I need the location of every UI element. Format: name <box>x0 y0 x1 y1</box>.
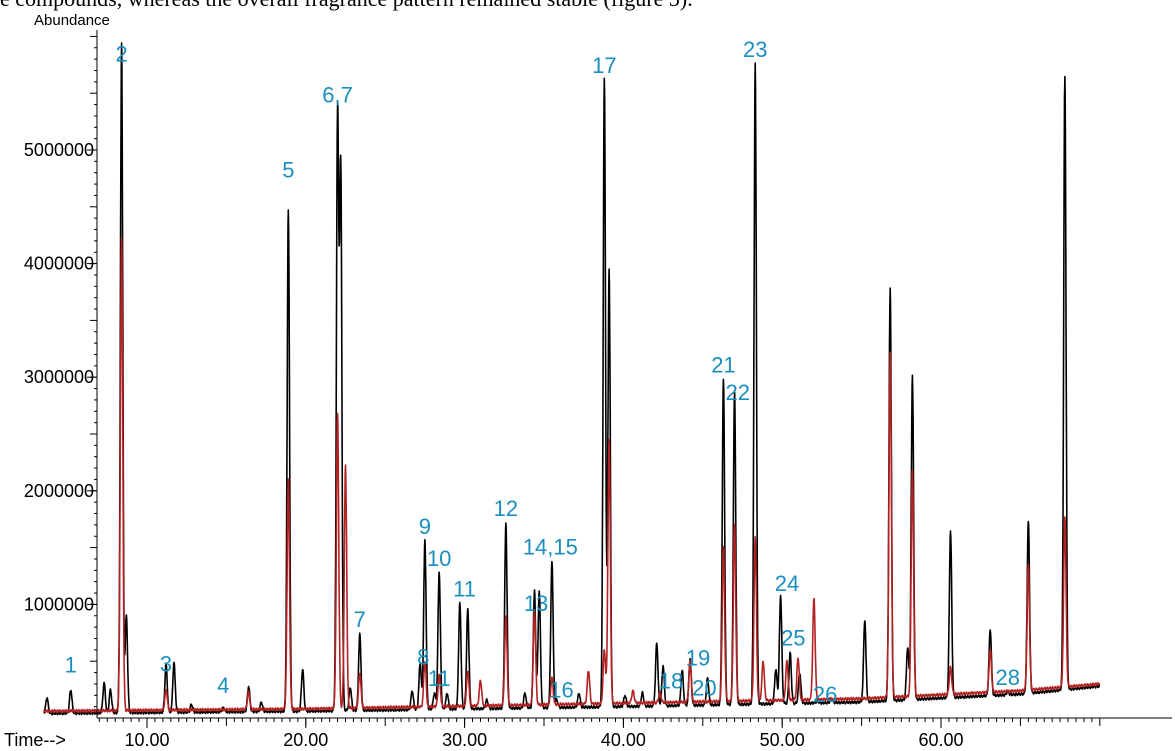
peak-label: 28 <box>995 665 1019 690</box>
x-tick-label: 60.00 <box>918 730 963 750</box>
peak-label: 22 <box>725 380 749 405</box>
page-text-fragment: e compounds, whereas the overall fragran… <box>0 0 1175 12</box>
series-trace-1 <box>43 42 1101 716</box>
axes-layer: 10.00 20.00 30.00 40.00 50.00 60.00 1000000 20… <box>4 12 1172 750</box>
peak-label: 17 <box>592 53 616 78</box>
peak-label: 4 <box>217 673 229 698</box>
peak-label: 25 <box>781 625 805 650</box>
peak-label: 23 <box>743 37 767 62</box>
x-tick-label: 30.00 <box>442 730 487 750</box>
y-tick-label: 2000000 <box>24 481 94 501</box>
x-tick-label: 20.00 <box>283 730 328 750</box>
peak-label: 2 <box>115 41 127 66</box>
peak-label: 3 <box>160 651 172 676</box>
peak-label: 26 <box>813 682 837 707</box>
x-axis-label: Time--> <box>4 730 66 750</box>
y-tick-label: 5000000 <box>24 140 94 160</box>
y-tick-label: 4000000 <box>24 254 94 274</box>
peak-label: 7 <box>354 607 366 632</box>
series-trace-2 <box>43 236 1101 714</box>
peak-label: 13 <box>524 591 548 616</box>
peak-label: 18 <box>659 668 683 693</box>
y-major-ticks: 1000000 2000000 3000000 4000000 5000000 <box>24 140 97 614</box>
x-tick-label: 50.00 <box>760 730 805 750</box>
peak-label: 19 <box>686 646 710 671</box>
y-tick-label: 1000000 <box>24 594 94 614</box>
peak-label: 9 <box>419 514 431 539</box>
peak-label: 11 <box>453 576 476 601</box>
x-major-ticks: 10.00 20.00 30.00 40.00 50.00 60.00 <box>124 718 964 750</box>
peak-label: 14,15 <box>523 534 578 559</box>
peak-label: 8 <box>417 645 429 670</box>
peak-labels: 123456,7789101111121314,1516171819202122… <box>65 37 1020 707</box>
peak-label: 10 <box>427 546 451 571</box>
peak-label: 16 <box>549 678 573 703</box>
peak-label: 21 <box>711 353 735 378</box>
peak-label: 1 <box>65 653 77 678</box>
peak-label: 24 <box>775 571 799 596</box>
x-tick-label: 40.00 <box>601 730 646 750</box>
y-axis-label: Abundance <box>34 12 110 29</box>
peak-label: 12 <box>494 496 518 521</box>
peak-label: 5 <box>282 157 294 182</box>
x-tick-label: 10.00 <box>124 730 169 750</box>
series-layer <box>43 42 1101 716</box>
peak-label: 11 <box>428 666 451 691</box>
peak-label: 20 <box>692 675 716 700</box>
x-minor-ticks <box>98 718 1101 726</box>
y-tick-label: 3000000 <box>24 367 94 387</box>
peak-label: 6,7 <box>322 82 353 107</box>
